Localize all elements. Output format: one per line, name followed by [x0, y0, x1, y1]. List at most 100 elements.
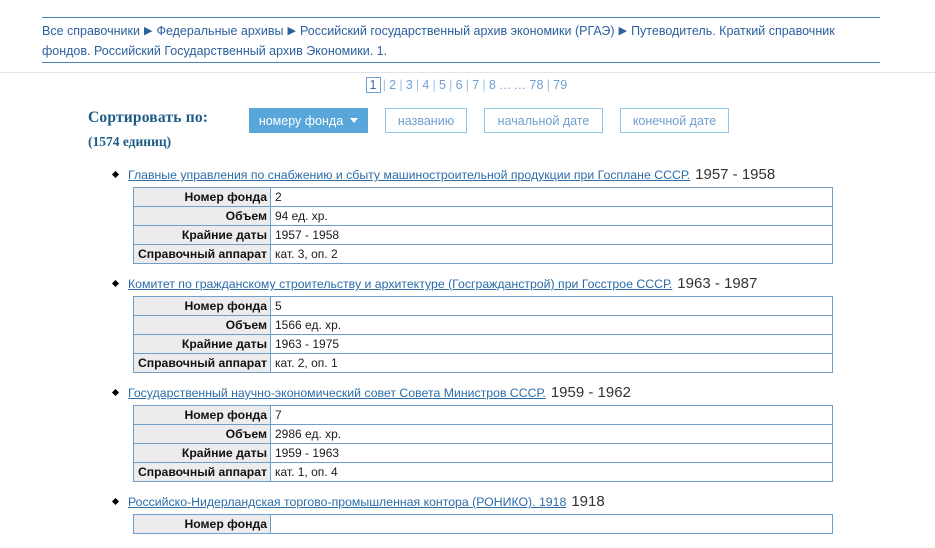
- fond-dates: 1918: [571, 493, 605, 510]
- row-value-volume: 94 ед. хр.: [270, 206, 833, 226]
- sort-button-fond-number[interactable]: номеру фонда: [249, 108, 368, 133]
- table-row: Объем 2986 ед. хр.: [133, 424, 833, 444]
- page-link-3[interactable]: 3: [405, 78, 413, 92]
- pager-separator: |: [399, 78, 403, 92]
- sort-button-end-date[interactable]: конечной дате: [620, 108, 729, 133]
- table-row: Номер фонда 7: [133, 405, 833, 425]
- row-value-volume: 2986 ед. хр.: [270, 424, 833, 444]
- page-link-4[interactable]: 4: [422, 78, 430, 92]
- page-link-79[interactable]: 79: [553, 78, 568, 92]
- row-label-finding-aids: Справочный аппарат: [133, 462, 271, 482]
- breadcrumb-separator-icon: ▶: [143, 25, 153, 37]
- fond-title-link[interactable]: Главные управления по снабжению и сбыту …: [128, 168, 691, 182]
- table-row: Крайние даты 1959 - 1963: [133, 443, 833, 463]
- row-label-finding-aids: Справочный аппарат: [133, 244, 271, 264]
- pager-separator: |: [415, 78, 420, 92]
- page-link-8[interactable]: 8: [488, 78, 496, 92]
- breadcrumb: Все справочники ▶ Федеральные архивы ▶ Росси…: [42, 22, 882, 61]
- row-label-volume: Объем: [133, 315, 271, 335]
- pager-separator: |: [449, 78, 453, 92]
- fond-dates: 1957 - 1958: [695, 166, 776, 183]
- pager-separator: |: [482, 78, 486, 92]
- fond-list: Главные управления по снабжению и сбыту …: [0, 166, 935, 545]
- row-value-fond-number: 5: [270, 296, 833, 316]
- page-link-6[interactable]: 6: [455, 78, 463, 92]
- breadcrumb-separator-icon: ▶: [287, 25, 296, 37]
- breadcrumb-bottom-rule: [42, 62, 880, 63]
- fond-heading: Главные управления по снабжению и сбыту …: [0, 166, 935, 184]
- fond-title-link[interactable]: Российско-Нидерландская торгово-промышле…: [128, 495, 567, 509]
- fond-details-table: Номер фонда 7 Объем 2986 ед. хр. Крайние…: [133, 405, 833, 482]
- sort-label: Сортировать по:: [88, 109, 209, 126]
- list-item: Государственный научно-экономический сов…: [0, 384, 935, 482]
- chevron-down-icon: [350, 118, 359, 123]
- row-label-extreme-dates: Крайние даты: [133, 225, 271, 245]
- row-label-finding-aids: Справочный аппарат: [133, 353, 271, 373]
- bullet-icon: [111, 279, 120, 288]
- fond-dates: 1963 - 1987: [677, 275, 758, 292]
- row-value-finding-aids: кат. 3, оп. 2: [270, 244, 833, 264]
- breadcrumb-item-0[interactable]: Все справочники: [42, 24, 140, 38]
- sort-button-label: конечной дате: [632, 113, 717, 128]
- sort-toolbar: Сортировать по: (1574 единиц) номеру фон…: [0, 104, 935, 154]
- list-item: Комитет по гражданскому строительству и …: [0, 275, 935, 373]
- sort-button-name[interactable]: названию: [385, 108, 467, 133]
- row-value-extreme-dates: 1963 - 1975: [270, 334, 833, 354]
- sort-button-start-date[interactable]: начальной дате: [484, 108, 603, 133]
- table-row: Номер фонда 2: [133, 187, 833, 207]
- row-label-fond-number: Номер фонда: [133, 514, 271, 534]
- row-label-volume: Объем: [133, 424, 271, 444]
- fond-details-table: Номер фонда: [133, 514, 833, 534]
- row-label-fond-number: Номер фонда: [133, 187, 271, 207]
- row-label-fond-number: Номер фонда: [133, 296, 271, 316]
- pager-ellipsis-left: …: [498, 78, 512, 92]
- table-row: Крайние даты 1957 - 1958: [133, 225, 833, 245]
- row-value-fond-number: 2: [270, 187, 833, 207]
- bullet-icon: [111, 497, 120, 506]
- pager-ellipsis-right: …: [513, 78, 527, 92]
- fond-heading: Российско-Нидерландская торгово-промышле…: [0, 493, 935, 511]
- breadcrumb-item-3: Путеводитель. Краткий справочник фондов.…: [42, 24, 835, 58]
- row-value-volume: 1566 ед. хр.: [270, 315, 833, 335]
- page-link-7[interactable]: 7: [472, 78, 480, 92]
- sort-button-label: номеру фонда: [258, 113, 344, 128]
- list-item: Главные управления по снабжению и сбыту …: [0, 166, 935, 264]
- row-value-finding-aids: кат. 2, оп. 1: [270, 353, 833, 373]
- fond-title-link[interactable]: Комитет по гражданскому строительству и …: [128, 277, 673, 291]
- pager-separator: |: [465, 78, 470, 92]
- table-row: Объем 94 ед. хр.: [133, 206, 833, 226]
- fond-heading: Государственный научно-экономический сов…: [0, 384, 935, 402]
- pager-separator: |: [382, 78, 387, 92]
- row-value-extreme-dates: 1957 - 1958: [270, 225, 833, 245]
- results-count: (1574 единиц): [88, 134, 172, 149]
- fond-heading: Комитет по гражданскому строительству и …: [0, 275, 935, 293]
- pager-separator: |: [546, 78, 551, 92]
- page-link-78[interactable]: 78: [529, 78, 544, 92]
- table-row: Номер фонда: [133, 514, 833, 534]
- page-link-5[interactable]: 5: [438, 78, 447, 92]
- pagination: 1 | 2 | 3 | 4 | 5 | 6 | 7 | 8…… 78 | 79: [0, 77, 935, 93]
- breadcrumb-separator-icon: ▶: [618, 25, 628, 37]
- section-divider: [0, 72, 935, 73]
- fond-title-link[interactable]: Государственный научно-экономический сов…: [128, 386, 546, 400]
- row-value-extreme-dates: 1959 - 1963: [270, 443, 833, 463]
- bullet-icon: [111, 170, 120, 179]
- table-row: Номер фонда 5: [133, 296, 833, 316]
- table-row: Справочный аппарат кат. 2, оп. 1: [133, 353, 833, 373]
- table-row: Крайние даты 1963 - 1975: [133, 334, 833, 354]
- table-row: Справочный аппарат кат. 1, оп. 4: [133, 462, 833, 482]
- row-label-extreme-dates: Крайние даты: [133, 443, 271, 463]
- page-link-2[interactable]: 2: [389, 78, 397, 92]
- row-value-fond-number: [270, 514, 833, 534]
- bullet-icon: [111, 388, 120, 397]
- list-item: Российско-Нидерландская торгово-промышле…: [0, 493, 935, 534]
- breadcrumb-top-rule: [42, 17, 880, 18]
- page-link-1[interactable]: 1: [365, 77, 381, 93]
- table-row: Объем 1566 ед. хр.: [133, 315, 833, 335]
- fond-details-table: Номер фонда 2 Объем 94 ед. хр. Крайние д…: [133, 187, 833, 264]
- breadcrumb-item-2[interactable]: Российский государственный архив экономи…: [299, 24, 615, 38]
- sort-button-label: начальной дате: [497, 113, 590, 128]
- breadcrumb-item-1[interactable]: Федеральные архивы: [156, 24, 284, 38]
- pager-separator: |: [432, 78, 436, 92]
